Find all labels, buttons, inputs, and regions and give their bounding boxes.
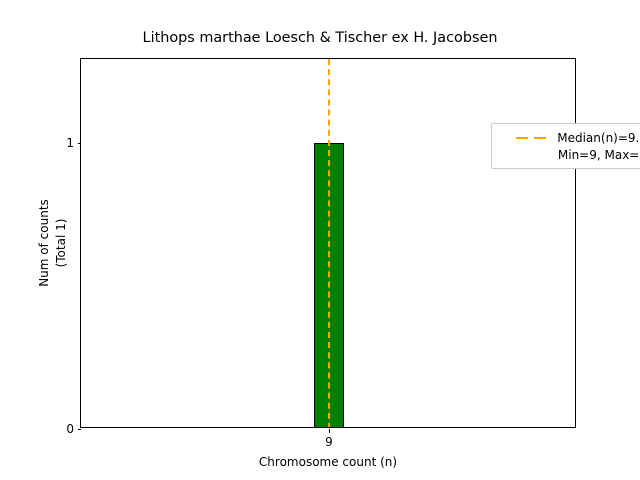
xtick-mark-9: [328, 429, 330, 433]
chart-legend: Median(n)=9.0 Min=9, Max=9: [491, 123, 640, 169]
median-line: [328, 59, 330, 427]
dashed-line-icon: [515, 132, 549, 144]
ytick-mark-1: [77, 143, 81, 145]
y-axis-label-line2: (Total 1): [54, 218, 68, 268]
plot-axes: 0 1 9 Median(n)=9.0 Min=9, Max=9: [66, 58, 640, 449]
plot-area: [81, 59, 575, 427]
chart-title: Lithops marthae Loesch & Tischer ex H. J…: [142, 30, 498, 46]
ytick-mark-0: [77, 429, 81, 431]
y-axis-label: Num of counts (Total 1): [36, 58, 70, 428]
legend-label-minmax: Min=9, Max=9: [557, 147, 640, 162]
legend-label-median: Median(n)=9.0: [557, 130, 640, 145]
ytick-label-1: 1: [66, 136, 74, 150]
xtick-label-9: 9: [325, 435, 333, 449]
legend-entry-minmax: Min=9, Max=9: [498, 146, 640, 163]
legend-entry-median: Median(n)=9.0: [498, 129, 640, 146]
y-axis-label-line1: Num of counts: [37, 199, 51, 287]
x-axis-label: Chromosome count (n): [258, 455, 398, 469]
ytick-label-0: 0: [66, 422, 74, 436]
